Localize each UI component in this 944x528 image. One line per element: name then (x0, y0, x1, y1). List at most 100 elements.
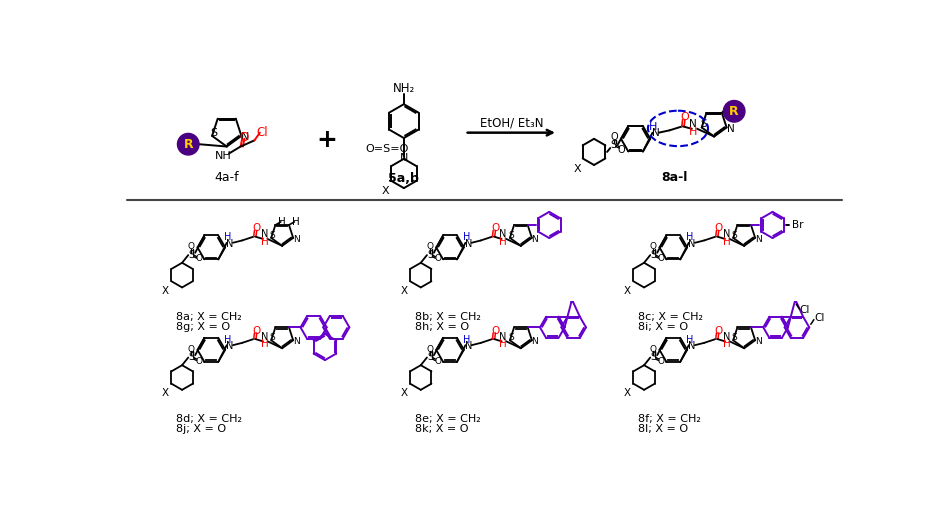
Text: H: H (224, 232, 231, 242)
Text: 8j; X = O: 8j; X = O (176, 425, 226, 435)
Text: S: S (700, 119, 706, 129)
Text: X: X (573, 164, 581, 174)
Text: X: X (161, 388, 169, 398)
Text: 8d; X = CH₂: 8d; X = CH₂ (176, 414, 242, 425)
Text: H: H (685, 335, 693, 345)
Text: O: O (680, 112, 688, 122)
Text: S: S (649, 353, 656, 363)
Text: O: O (657, 254, 664, 263)
Text: S: S (610, 140, 616, 150)
Text: Br: Br (791, 220, 802, 230)
Text: O: O (426, 242, 433, 251)
Text: N: N (651, 128, 659, 138)
Text: 8f; X = CH₂: 8f; X = CH₂ (637, 414, 700, 425)
Text: H: H (649, 122, 657, 133)
Text: S: S (649, 250, 656, 260)
Text: Cl: Cl (799, 305, 809, 315)
Text: S: S (188, 250, 194, 260)
Text: S: S (270, 334, 276, 343)
Text: O: O (434, 357, 441, 366)
Text: O: O (434, 254, 441, 263)
Text: H: H (462, 335, 469, 345)
Text: 8k; X = O: 8k; X = O (414, 425, 467, 435)
Text: S: S (731, 231, 737, 240)
Text: X: X (161, 286, 169, 296)
Text: S: S (427, 250, 432, 260)
Text: 4a-f: 4a-f (214, 171, 239, 184)
Text: +: + (316, 128, 337, 153)
Text: 8e; X = CH₂: 8e; X = CH₂ (414, 414, 480, 425)
Text: O: O (240, 131, 249, 144)
Circle shape (722, 100, 744, 122)
Text: O: O (714, 326, 722, 336)
Text: O: O (657, 357, 664, 366)
Text: N: N (261, 332, 268, 342)
Text: N: N (531, 337, 538, 346)
Text: 8i; X = O: 8i; X = O (637, 322, 687, 332)
Text: N: N (499, 229, 506, 239)
Text: N: N (464, 341, 472, 351)
Text: O: O (649, 242, 656, 251)
Text: H: H (261, 237, 268, 247)
Text: 8l; X = O: 8l; X = O (637, 425, 687, 435)
Text: H: H (498, 340, 507, 350)
Text: O: O (617, 145, 625, 155)
Text: O: O (188, 242, 194, 251)
Text: Cl: Cl (256, 126, 268, 139)
Text: N: N (754, 337, 761, 346)
Text: N: N (687, 341, 695, 351)
Text: N: N (754, 235, 761, 244)
Text: X: X (400, 286, 407, 296)
Text: O: O (649, 345, 656, 354)
Text: O: O (252, 223, 261, 233)
Text: N: N (226, 239, 233, 249)
Text: O: O (491, 223, 499, 233)
Text: Cl: Cl (813, 313, 823, 323)
Text: H: H (685, 232, 693, 242)
Text: H: H (292, 217, 299, 227)
Text: S: S (188, 353, 194, 363)
Text: N: N (726, 124, 733, 134)
Text: NH: NH (214, 151, 231, 161)
Text: H: H (498, 237, 507, 247)
Text: N: N (241, 133, 249, 143)
Text: N: N (531, 235, 538, 244)
Text: N: N (722, 229, 730, 239)
Text: O: O (188, 345, 194, 354)
Text: N: N (722, 332, 730, 342)
Text: H: H (462, 232, 469, 242)
Text: N: N (499, 332, 506, 342)
Text: H: H (224, 335, 231, 345)
Text: N: N (261, 229, 268, 239)
Text: O=S=O: O=S=O (364, 144, 408, 154)
Text: O: O (491, 326, 499, 336)
Text: H: H (722, 237, 730, 247)
Text: 8g; X = O: 8g; X = O (176, 322, 229, 332)
Text: S: S (270, 231, 276, 240)
Text: 8b; X = CH₂: 8b; X = CH₂ (414, 312, 480, 322)
Text: X: X (623, 388, 630, 398)
Text: 8a-l: 8a-l (661, 171, 687, 184)
Text: N: N (689, 119, 697, 129)
Text: X: X (381, 186, 389, 196)
Text: N: N (226, 341, 233, 351)
Text: O: O (195, 357, 202, 366)
Text: X: X (623, 286, 630, 296)
Text: 5a,b: 5a,b (388, 172, 419, 185)
Text: EtOH/ Et₃N: EtOH/ Et₃N (479, 116, 543, 129)
Circle shape (177, 134, 199, 155)
Text: O: O (195, 254, 202, 263)
Text: 8h; X = O: 8h; X = O (414, 322, 468, 332)
Text: O: O (252, 326, 261, 336)
Text: H: H (688, 127, 697, 137)
Text: H: H (722, 340, 730, 350)
Text: X: X (400, 388, 407, 398)
Text: N: N (464, 239, 472, 249)
Text: O: O (714, 223, 722, 233)
Text: N: N (399, 153, 408, 163)
Text: S: S (508, 231, 514, 240)
Text: R: R (183, 138, 193, 150)
Text: N: N (293, 235, 299, 244)
Text: 8c; X = CH₂: 8c; X = CH₂ (637, 312, 702, 322)
Text: H: H (261, 340, 268, 350)
